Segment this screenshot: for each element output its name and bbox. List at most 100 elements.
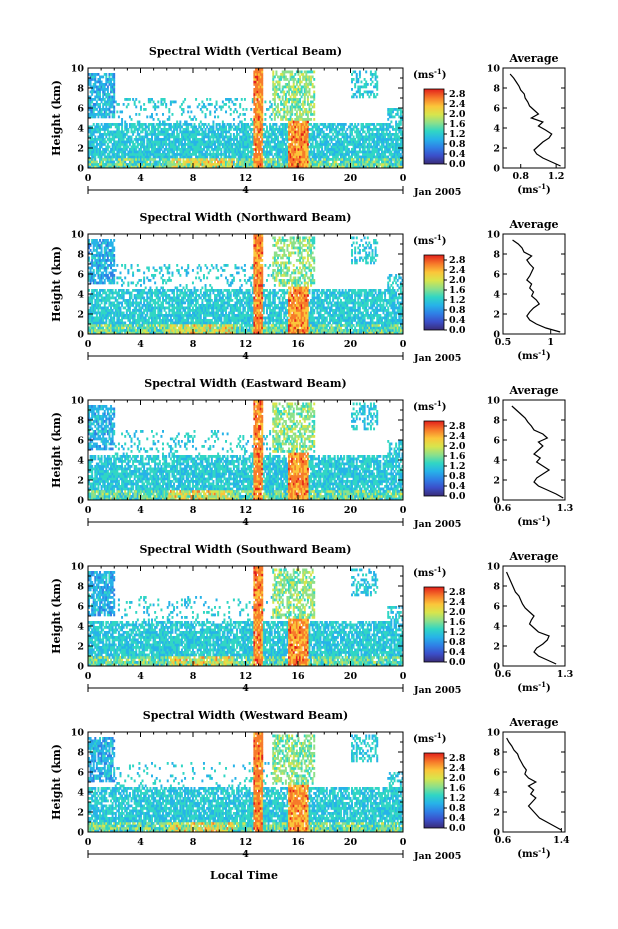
- heatmap-cell: [102, 106, 104, 109]
- heatmap-cell: [138, 113, 140, 116]
- heatmap-cell: [118, 103, 120, 106]
- heatmap-cell: [134, 101, 136, 104]
- heatmap-cell: [129, 98, 131, 101]
- heatmap-cell: [121, 123, 123, 126]
- heatmap-cell: [93, 123, 95, 126]
- heatmap-cell: [173, 133, 175, 136]
- heatmap-cell: [97, 116, 99, 119]
- heatmap-cell: [96, 108, 98, 111]
- heatmap-cell: [118, 116, 120, 119]
- heatmap-cell: [187, 128, 189, 131]
- heatmap-cell: [102, 96, 104, 99]
- heatmap-cell: [118, 128, 120, 131]
- heatmap-cell: [168, 138, 170, 141]
- heatmap-cell: [93, 133, 95, 136]
- heatmap-cell: [108, 153, 110, 156]
- heatmap-cell: [121, 128, 123, 131]
- heatmap-cell: [151, 136, 153, 139]
- heatmap-cell: [159, 151, 161, 154]
- heatmap-cell: [157, 128, 159, 131]
- heatmap-cell: [94, 83, 96, 86]
- heatmap-cell: [179, 121, 181, 124]
- heatmap-cell: [173, 131, 175, 134]
- heatmap-cell: [153, 123, 155, 126]
- heatmap-cell: [113, 88, 115, 91]
- heatmap-cell: [186, 121, 188, 124]
- heatmap-cell: [113, 91, 115, 94]
- heatmap-cell: [120, 146, 122, 149]
- heatmap-cell: [107, 88, 109, 91]
- heatmap-cell: [183, 108, 185, 111]
- heatmap-cell: [157, 106, 159, 109]
- heatmap-cell: [138, 121, 140, 124]
- heatmap-cell: [200, 146, 202, 149]
- heatmap-cell: [146, 161, 148, 164]
- heatmap-cell: [164, 151, 166, 154]
- heatmap-cell: [134, 131, 136, 134]
- heatmap-cell: [137, 141, 139, 144]
- heatmap-cell: [156, 113, 158, 116]
- heatmap-cell: [151, 113, 153, 116]
- heatmap-cell: [105, 111, 107, 114]
- heatmap-cell: [108, 113, 110, 116]
- heatmap-cell: [168, 108, 170, 111]
- heatmap-cell: [124, 156, 126, 159]
- heatmap-cell: [189, 151, 191, 154]
- heatmap-cell: [173, 151, 175, 154]
- heatmap-cell: [127, 131, 129, 134]
- heatmap-cell: [108, 116, 110, 119]
- heatmap-cell: [104, 153, 106, 156]
- heatmap-cell: [116, 111, 118, 114]
- heatmap-cell: [121, 126, 123, 129]
- heatmap-cells: [88, 68, 403, 168]
- heatmap-cell: [101, 146, 103, 149]
- heatmap-cell: [148, 126, 150, 129]
- heatmap-cell: [137, 146, 139, 149]
- heatmap-cell: [195, 118, 197, 121]
- heatmap-cell: [190, 156, 192, 159]
- heatmap-cell: [101, 123, 103, 126]
- heatmap-cell: [101, 156, 103, 159]
- heatmap-cell: [99, 96, 101, 99]
- heatmap-cell: [148, 128, 150, 131]
- heatmap-cell: [99, 93, 101, 96]
- heatmap-cell: [113, 151, 115, 154]
- heatmap-cell: [121, 121, 123, 124]
- panel-0: Spectral Width (Vertical Beam)02468100 4 8…: [50, 45, 565, 198]
- heatmap-cell: [90, 103, 92, 106]
- heatmap-cell: [118, 153, 120, 156]
- heatmap-cell: [107, 128, 109, 131]
- heatmap-cell: [110, 141, 112, 144]
- heatmap-cell: [107, 148, 109, 151]
- heatmap-cell: [164, 101, 166, 104]
- heatmap-cell: [118, 126, 120, 129]
- heatmap-cell: [126, 133, 128, 136]
- heatmap-cell: [168, 118, 170, 121]
- heatmap-cell: [96, 146, 98, 149]
- heatmap-cell: [159, 126, 161, 129]
- heatmap-cell: [113, 76, 115, 79]
- heatmap-cell: [104, 131, 106, 134]
- heatmap-cell: [197, 106, 199, 109]
- heatmap-cell: [99, 126, 101, 129]
- heatmap-cell: [91, 136, 93, 139]
- heatmap-cell: [154, 108, 156, 111]
- heatmap-cell: [143, 103, 145, 106]
- heatmap-cell: [99, 91, 101, 94]
- heatmap-cell: [107, 143, 109, 146]
- heatmap-cell: [108, 76, 110, 79]
- heatmap-cell: [113, 93, 115, 96]
- heatmap-cell: [124, 121, 126, 124]
- heatmap-cell: [108, 146, 110, 149]
- heatmap-cell: [138, 101, 140, 104]
- heatmap-cell: [160, 101, 162, 104]
- heatmap-cell: [134, 103, 136, 106]
- heatmap-cell: [164, 121, 166, 124]
- heatmap-cell: [198, 131, 200, 134]
- heatmap-cell: [105, 116, 107, 119]
- heatmap-cell: [126, 123, 128, 126]
- heatmap-cell: [105, 73, 107, 76]
- heatmap-cell: [168, 158, 170, 161]
- heatmap-cell: [131, 136, 133, 139]
- heatmap-cell: [104, 91, 106, 94]
